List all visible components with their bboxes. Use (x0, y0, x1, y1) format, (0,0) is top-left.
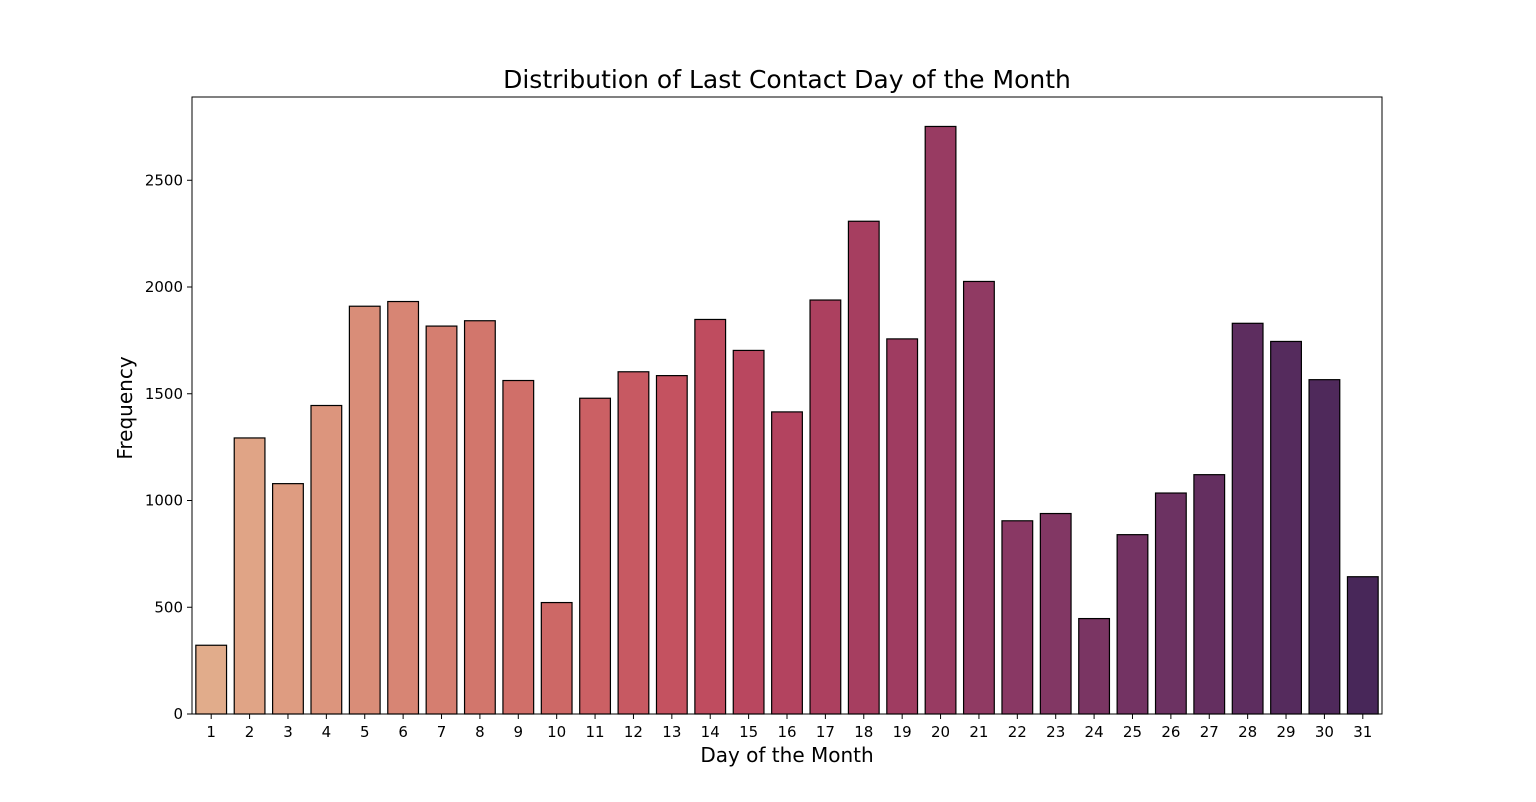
x-tick-label: 16 (777, 723, 796, 741)
bar-day-19 (886, 338, 919, 715)
x-tick-label: 13 (662, 723, 681, 741)
x-tick-label: 28 (1238, 723, 1257, 741)
x-tick-label: 7 (437, 723, 447, 741)
x-tick-label: 4 (322, 723, 332, 741)
x-tick-label: 2 (245, 723, 255, 741)
x-tick-label: 17 (816, 723, 835, 741)
bar-day-11 (579, 397, 612, 715)
x-tick-label: 25 (1123, 723, 1142, 741)
x-tick-label: 31 (1353, 723, 1372, 741)
x-tick-label: 10 (547, 723, 566, 741)
bar-day-5 (348, 305, 381, 715)
x-axis: 1 2 3 4 5 6 7 8 9 10 11 12 13 14 15 16 17 18 19 20 21 22 23 24 2… (206, 714, 1372, 741)
x-tick-label: 5 (360, 723, 370, 741)
bar-day-24 (1078, 617, 1111, 715)
y-tick-label: 2000 (145, 278, 183, 296)
x-tick-label: 18 (854, 723, 873, 741)
bars-group (195, 125, 1379, 715)
y-tick-label: 1000 (145, 492, 183, 510)
y-tick-label: 500 (154, 598, 183, 616)
bar-day-4 (310, 404, 343, 715)
bar-day-3 (272, 483, 304, 715)
bar-day-21 (962, 280, 995, 715)
bar-day-30 (1308, 379, 1341, 715)
x-tick-label: 26 (1161, 723, 1180, 741)
bar-day-2 (233, 437, 266, 715)
bar-day-13 (655, 375, 688, 715)
x-tick-label: 23 (1046, 723, 1065, 741)
bar-day-31 (1346, 576, 1379, 715)
bar-day-27 (1193, 474, 1226, 715)
bar-day-23 (1039, 512, 1072, 715)
bar-day-22 (1001, 520, 1034, 715)
y-tick-label: 0 (173, 705, 183, 723)
y-axis-label: Frequency (113, 356, 137, 459)
x-tick-label: 9 (514, 723, 524, 741)
bar-day-6 (387, 300, 420, 715)
x-tick-label: 21 (969, 723, 988, 741)
bar-day-28 (1231, 322, 1264, 715)
x-axis-label: Day of the Month (700, 743, 873, 767)
bar-day-17 (809, 299, 842, 715)
bar-day-9 (502, 379, 535, 715)
x-tick-label: 3 (283, 723, 293, 741)
x-tick-label: 24 (1085, 723, 1104, 741)
bar-day-1 (195, 644, 228, 715)
x-tick-label: 30 (1315, 723, 1334, 741)
y-tick-label: 1500 (145, 385, 183, 403)
x-tick-label: 20 (931, 723, 950, 741)
bar-day-12 (617, 371, 650, 715)
bar-day-26 (1154, 492, 1187, 715)
bar-day-25 (1116, 534, 1149, 715)
bar-day-29 (1270, 340, 1302, 715)
bar-day-7 (425, 325, 458, 715)
x-tick-label: 22 (1008, 723, 1027, 741)
x-tick-label: 1 (206, 723, 216, 741)
bar-day-14 (694, 318, 727, 715)
bar-day-18 (847, 220, 880, 715)
x-tick-label: 11 (586, 723, 605, 741)
x-tick-label: 8 (475, 723, 485, 741)
y-axis: 0 500 1000 1500 2000 2500 (145, 171, 192, 723)
chart-title: Distribution of Last Contact Day of the … (503, 65, 1071, 94)
x-tick-label: 27 (1200, 723, 1219, 741)
x-tick-label: 6 (398, 723, 408, 741)
bar-day-20 (924, 125, 957, 715)
bar-day-15 (732, 349, 765, 715)
x-tick-label: 14 (701, 723, 720, 741)
bar-day-10 (540, 601, 573, 715)
bar-day-16 (771, 411, 803, 715)
x-tick-label: 15 (739, 723, 758, 741)
x-tick-label: 19 (893, 723, 912, 741)
x-tick-label: 29 (1276, 723, 1295, 741)
y-tick-label: 2500 (145, 171, 183, 189)
x-tick-label: 12 (624, 723, 643, 741)
bar-day-8 (463, 320, 496, 715)
